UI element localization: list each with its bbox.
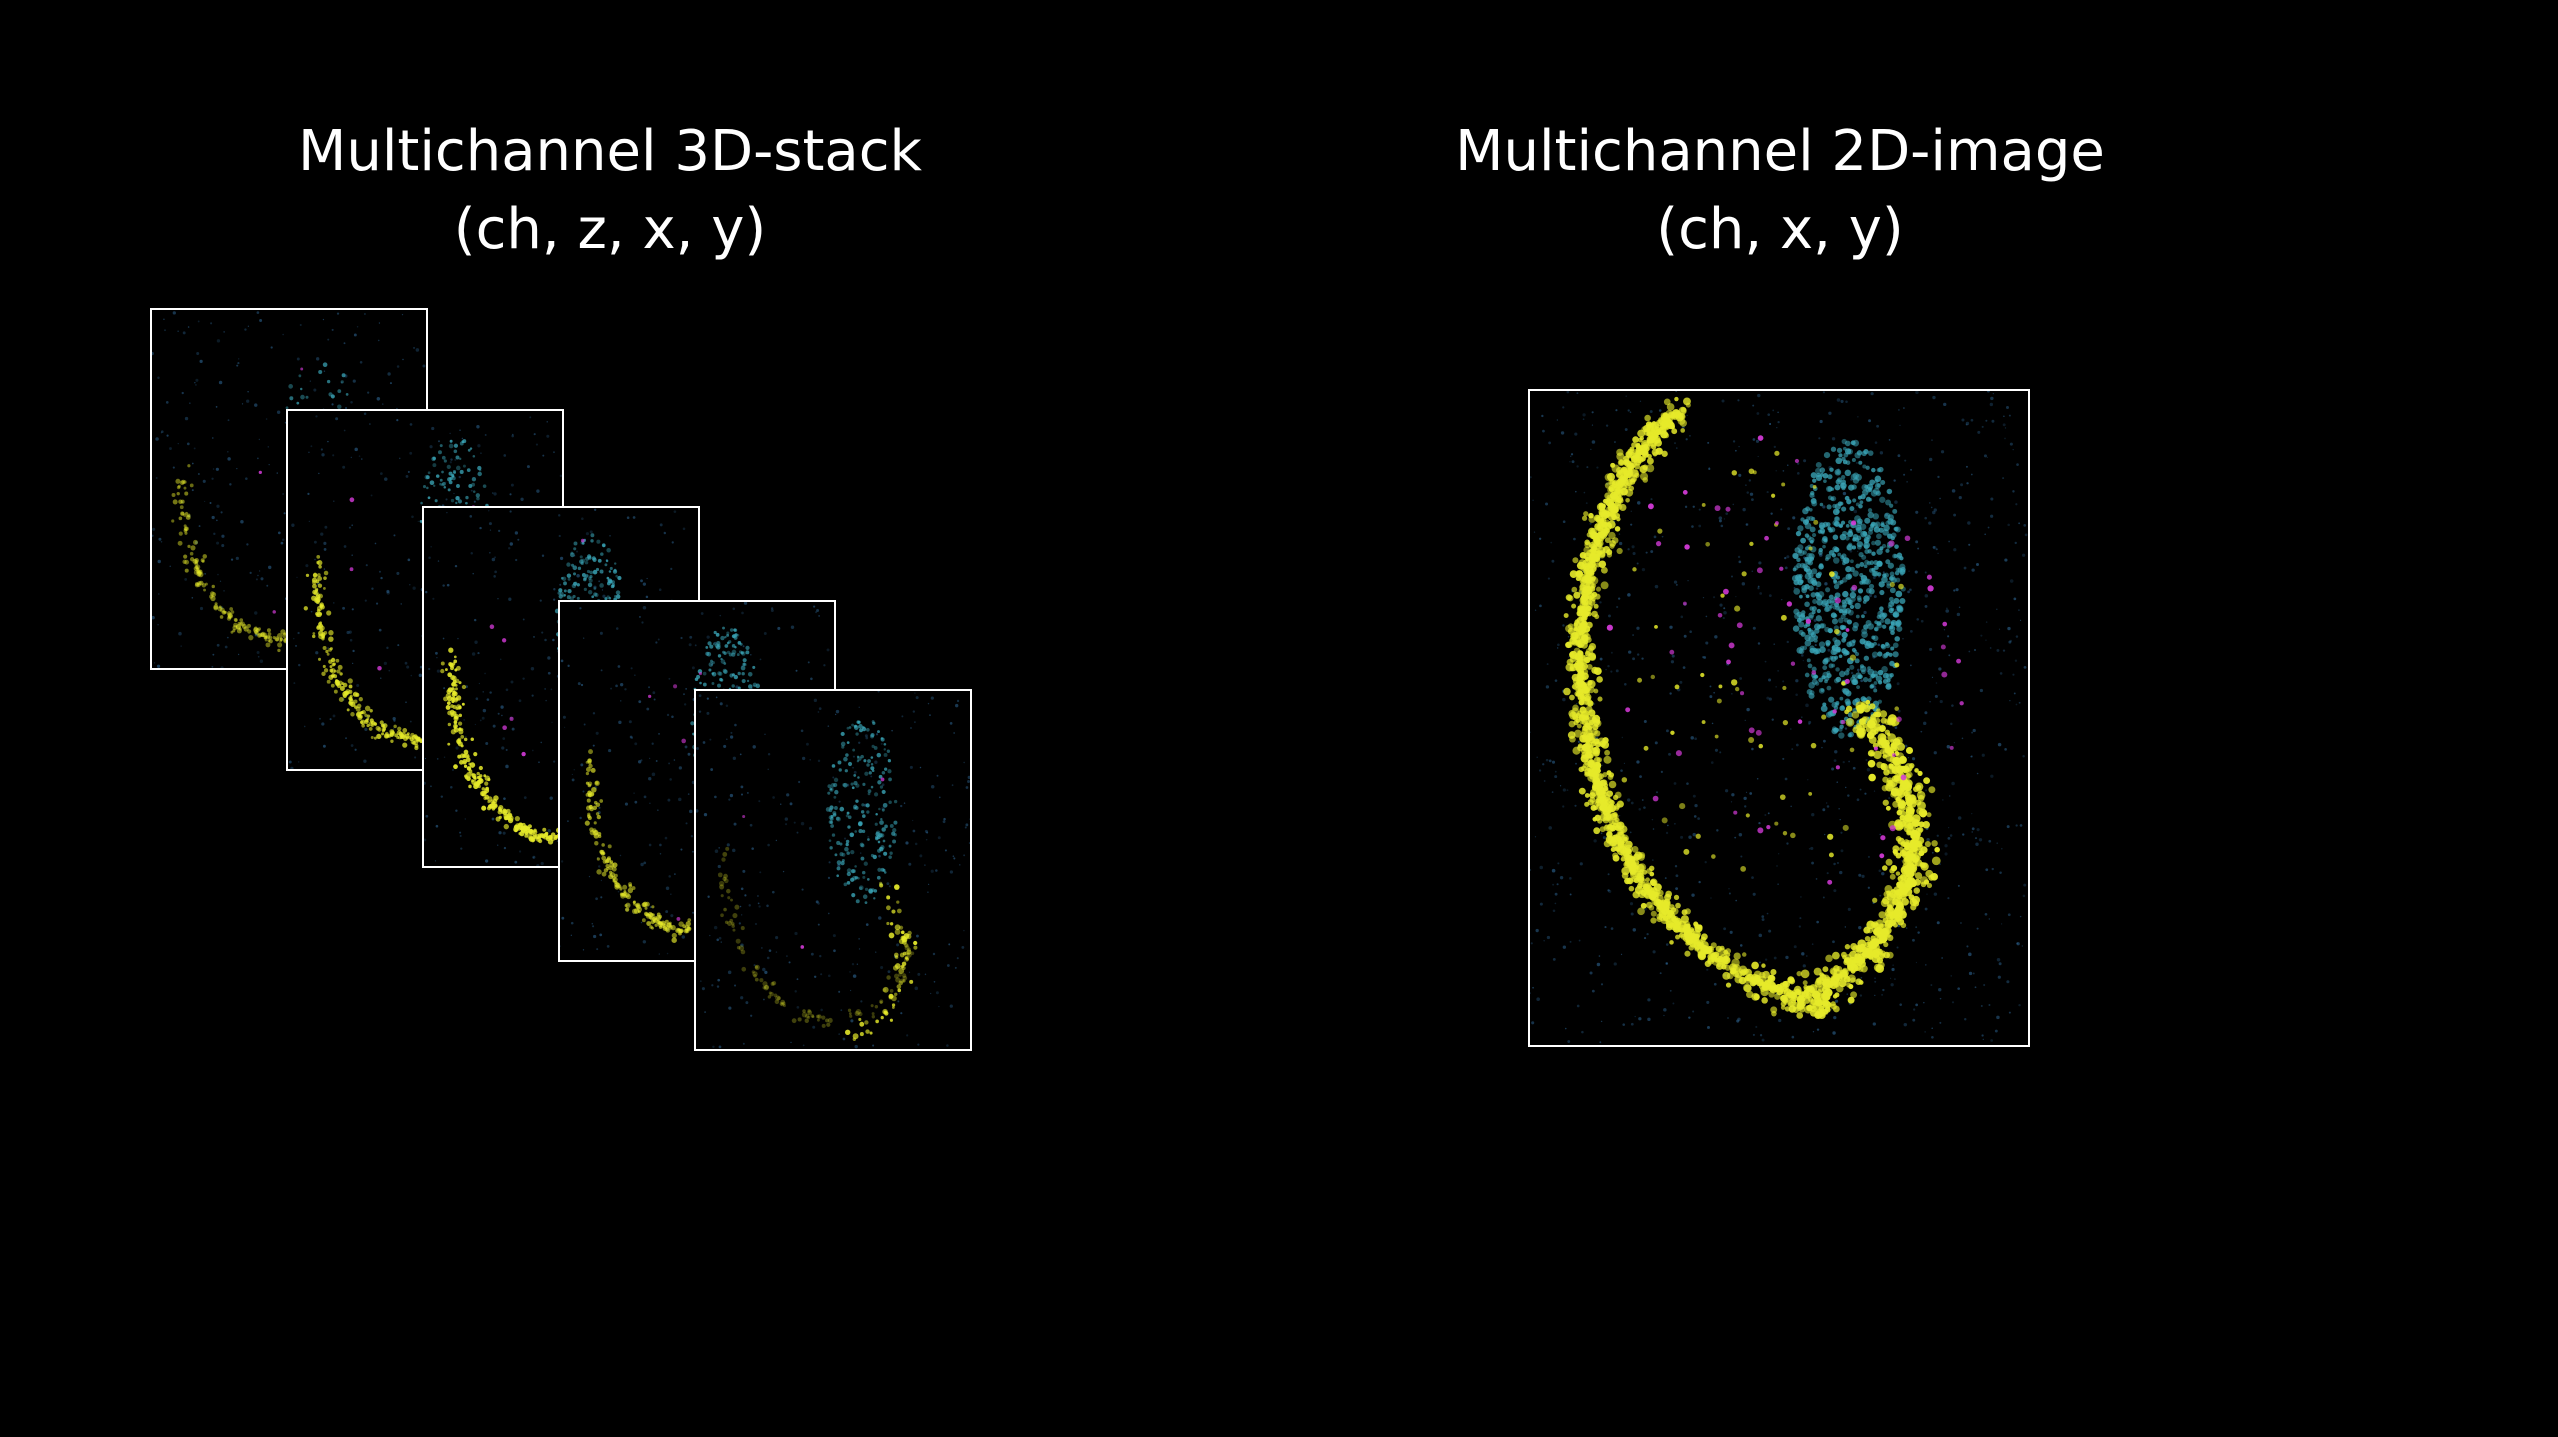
multichannel-2d-image — [1528, 389, 2030, 1047]
image-title-line1: Multichannel 2D-image — [1455, 119, 2105, 184]
image-title-line2: (ch, x, y) — [1656, 197, 1904, 262]
slice-image-5 — [696, 691, 970, 1049]
stack-slice-5 — [694, 689, 972, 1051]
image-2d-canvas — [1530, 391, 2028, 1044]
stack-title-line1: Multichannel 3D-stack — [298, 119, 922, 184]
stack-title-line2: (ch, z, x, y) — [453, 197, 767, 262]
stack-title: Multichannel 3D-stack (ch, z, x, y) — [210, 113, 1010, 269]
image-title: Multichannel 2D-image (ch, x, y) — [1380, 113, 2180, 269]
